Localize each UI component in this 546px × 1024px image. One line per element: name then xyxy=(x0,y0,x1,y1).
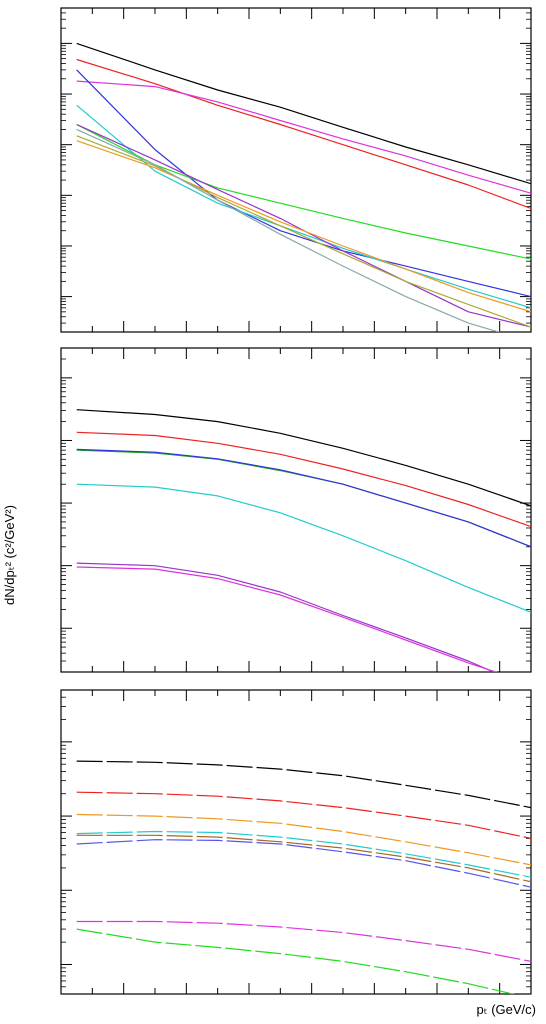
series-line-5 xyxy=(76,834,531,883)
series-line-1 xyxy=(76,409,531,507)
series-line-8 xyxy=(76,140,531,313)
series-line-1 xyxy=(76,760,531,809)
series-line-10 xyxy=(76,128,501,332)
series-group xyxy=(76,409,531,672)
series-group xyxy=(76,760,531,994)
y-axis-title: dN/dpₜ² (c²/GeV²) xyxy=(2,505,17,605)
series-line-3 xyxy=(76,813,531,866)
series-line-6 xyxy=(76,839,531,888)
series-line-3 xyxy=(76,449,531,548)
series-line-5 xyxy=(76,483,531,613)
chart-panel-3 xyxy=(60,689,532,995)
chart-panel-1 xyxy=(60,7,532,333)
series-line-5 xyxy=(76,104,531,309)
series-line-8 xyxy=(76,928,516,994)
series-line-7 xyxy=(76,920,531,962)
series-line-2 xyxy=(76,431,531,528)
series-line-4 xyxy=(76,69,531,298)
x-axis-title: pₜ (GeV/c) xyxy=(477,1002,536,1017)
chart-panel-2 xyxy=(60,347,532,673)
series-line-3 xyxy=(76,80,531,194)
series-line-6 xyxy=(76,562,496,672)
series-line-4 xyxy=(76,448,531,548)
series-line-7 xyxy=(76,566,498,672)
series-line-4 xyxy=(76,830,531,878)
series-line-6 xyxy=(76,123,531,260)
series-group xyxy=(76,42,531,332)
series-line-1 xyxy=(76,42,531,185)
plot-frame xyxy=(60,347,532,673)
plot-frame xyxy=(60,7,532,333)
series-line-2 xyxy=(76,791,531,839)
series-line-7 xyxy=(76,123,531,328)
plot-frame xyxy=(60,689,532,995)
series-line-2 xyxy=(76,58,531,210)
